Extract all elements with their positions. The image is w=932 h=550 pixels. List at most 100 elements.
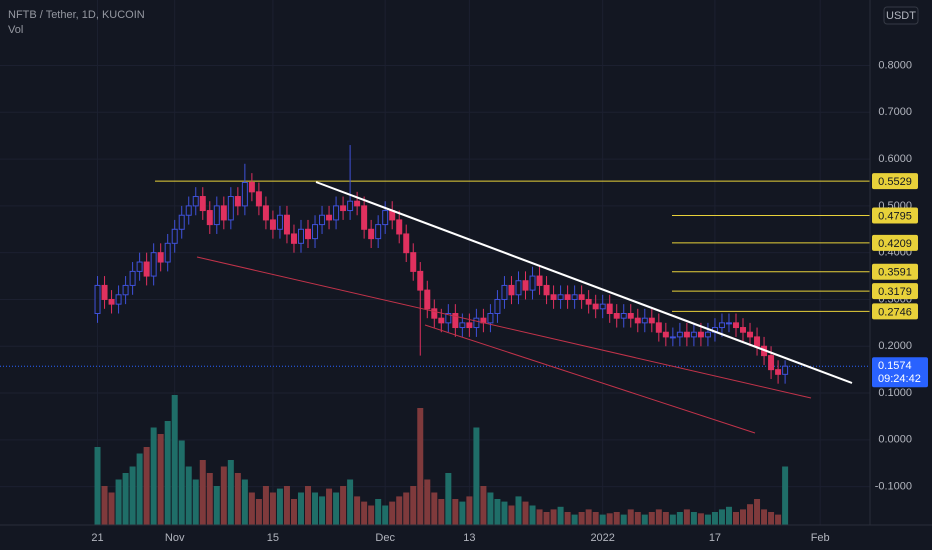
trendline: [196, 256, 812, 399]
candle-body: [466, 322, 473, 329]
candles: [94, 145, 789, 384]
volume-bar: [501, 501, 508, 525]
candle-body: [550, 294, 557, 300]
trendline: [315, 181, 853, 384]
candle-body: [375, 224, 382, 240]
volume-bar: [319, 496, 326, 525]
volume-bar: [164, 421, 171, 525]
volume-bar: [220, 466, 227, 525]
volume-bar: [192, 479, 199, 525]
level-label-box: [872, 263, 918, 280]
volume-bar: [718, 509, 725, 525]
volume-bar: [466, 496, 473, 525]
volume-bar: [697, 513, 704, 525]
last-price-label: 0.1574: [878, 360, 912, 372]
candle-body: [620, 313, 627, 319]
volume-bar: [634, 512, 641, 525]
candle-body: [382, 210, 389, 226]
volume-bar: [157, 434, 164, 525]
x-tick-label: 21: [91, 532, 103, 544]
level-label-box: [872, 207, 918, 224]
volume-bar: [557, 506, 564, 525]
candle-body: [648, 317, 655, 324]
volume-bar: [185, 466, 192, 525]
candle-body: [206, 210, 213, 226]
y-tick-label: -0.1000: [875, 481, 912, 493]
candle-body: [340, 205, 347, 212]
candle-body: [234, 196, 241, 207]
volume-bar: [732, 512, 739, 525]
volume-bar: [290, 499, 297, 525]
candle-body: [634, 317, 641, 324]
volume-label: Vol: [8, 24, 23, 36]
candle-body: [199, 196, 206, 212]
candle-body: [424, 289, 431, 310]
candle-body: [417, 270, 424, 291]
candle-body: [157, 252, 164, 263]
candle-body: [326, 214, 333, 221]
candle-body: [557, 294, 564, 300]
candle-body: [305, 228, 312, 240]
candle-body: [143, 261, 150, 277]
x-tick-label: 13: [463, 532, 475, 544]
grid: [0, 0, 870, 525]
candle-body: [564, 294, 571, 300]
currency-box: [883, 6, 919, 25]
volume-bar: [129, 466, 136, 525]
candle-body: [501, 284, 508, 300]
volume-bar: [326, 488, 333, 525]
candle-body: [269, 219, 276, 230]
candle-body: [178, 214, 185, 230]
volume-bar: [101, 486, 108, 525]
y-tick-label: 0.2000: [878, 340, 912, 352]
volume-bar: [283, 486, 290, 525]
candle-body: [782, 365, 789, 375]
candle-body: [669, 336, 676, 339]
volume-bar: [248, 492, 255, 525]
candle-body: [732, 322, 739, 329]
volume-bar: [340, 486, 347, 525]
volume-bar: [599, 514, 606, 525]
volume-bar: [564, 512, 571, 525]
volume-pane: [94, 395, 789, 525]
level-label: 0.2746: [878, 306, 912, 318]
candle-body: [585, 298, 592, 305]
candle-body: [347, 200, 354, 212]
volume-bar: [683, 509, 690, 525]
candle-body: [740, 327, 747, 333]
volume-bar: [585, 509, 592, 525]
volume-bar: [662, 512, 669, 525]
level-label-box: [872, 303, 918, 320]
volume-bar: [761, 509, 768, 525]
candle-body: [683, 331, 690, 338]
candle-body: [768, 355, 775, 371]
candle-body: [312, 224, 319, 240]
levels: [0, 180, 870, 367]
volume-bar: [571, 514, 578, 525]
candle-body: [578, 294, 585, 300]
x-tick-label: Nov: [165, 532, 185, 544]
candle-body: [473, 317, 480, 329]
candle-body: [536, 275, 543, 286]
candle-body: [627, 313, 634, 319]
volume-bar: [725, 506, 732, 525]
candle-body: [662, 331, 669, 338]
volume-bar: [438, 499, 445, 525]
volume-bar: [782, 466, 789, 525]
candle-body: [94, 284, 101, 315]
volume-bar: [754, 499, 761, 525]
volume-bar: [648, 512, 655, 525]
candle-body: [290, 233, 297, 244]
countdown-label: 09:24:42: [878, 373, 921, 385]
volume-bar: [641, 514, 648, 525]
candle-body: [431, 308, 438, 319]
volume-bar: [775, 514, 782, 525]
volume-bar: [711, 512, 718, 525]
candle-body: [725, 322, 732, 325]
volume-bar: [269, 492, 276, 525]
candle-body: [522, 280, 529, 291]
volume-bar: [354, 496, 361, 525]
candle-body: [641, 317, 648, 324]
volume-bar: [305, 486, 312, 525]
